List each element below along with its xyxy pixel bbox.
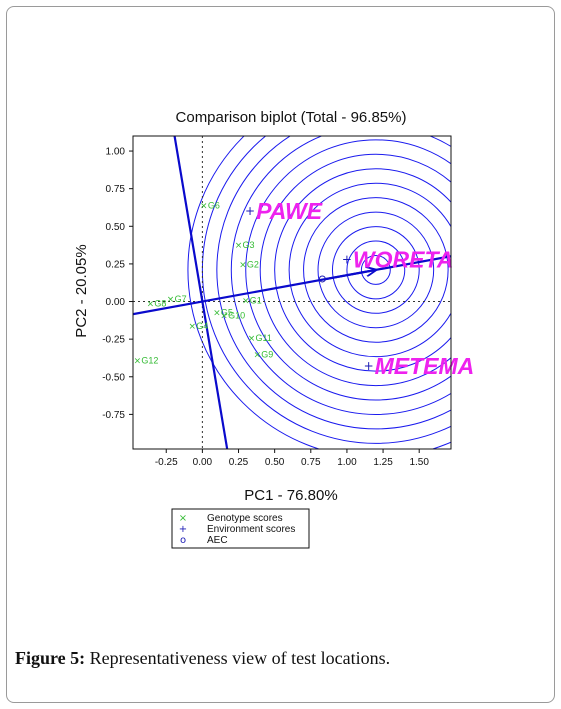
figure-frame: [6, 6, 555, 703]
y-tick-label: 0.00: [106, 297, 126, 308]
concentric-circle: [274, 168, 451, 372]
concentric-circle: [245, 139, 451, 401]
environment-marker: +: [342, 252, 352, 266]
environment-marker: +: [364, 359, 374, 373]
x-tick-label: 0.25: [229, 457, 249, 468]
genotype-marker: ×: [134, 357, 142, 367]
genotype-marker: ×: [248, 334, 256, 344]
environment-label: METEMA: [375, 353, 475, 379]
y-tick-label: 1.00: [106, 147, 126, 158]
plot-clipped-layer: × G1× G2× G3× G4× G5× G6× G7× G8× G9× G10× G11× G12+…: [133, 136, 451, 449]
concentric-circle: [303, 197, 449, 343]
legend-label: Genotype scores: [207, 513, 283, 524]
x-tick-label: 0.00: [193, 457, 213, 468]
y-tick-label: 0.25: [106, 259, 126, 270]
environment-label: PAWE: [256, 198, 323, 224]
concentric-circle: [216, 136, 451, 430]
x-tick-label: 1.00: [337, 457, 357, 468]
genotype-marker: ×: [254, 351, 262, 361]
legend-symbol: o: [180, 535, 186, 546]
caption-label: Figure 5:: [15, 648, 86, 668]
environment-marker: +: [245, 204, 255, 218]
genotype-marker: ×: [167, 295, 175, 305]
concentric-circle: [201, 136, 451, 444]
x-tick-label: 0.50: [265, 457, 285, 468]
y-tick-label: 0.75: [106, 184, 126, 195]
genotype-marker: ×: [200, 202, 208, 212]
x-tick-label: -0.25: [155, 457, 178, 468]
genotype-label: G10: [228, 311, 245, 321]
genotype-marker: ×: [235, 241, 243, 251]
genotype-label: G2: [247, 259, 259, 269]
genotype-marker: ×: [242, 297, 250, 307]
concentric-circle: [346, 240, 406, 300]
genotype-label: G12: [141, 356, 158, 366]
axis-ticks: -0.25 0.00 0.25 0.50 0.75 1.00 1.25 1.50 1.00 0.7…: [102, 147, 429, 468]
concentric-circle: [230, 136, 451, 415]
genotype-marker: ×: [213, 309, 221, 319]
genotype-label: G8: [154, 299, 166, 309]
caption-text: Representativeness view of test location…: [89, 648, 391, 668]
plot-area: × G1× G2× G3× G4× G5× G6× G7× G8× G9× G10× G11× G12+…: [132, 135, 475, 450]
legend-box: [171, 508, 310, 549]
x-axis-label: PC1 - 76.80%: [244, 487, 337, 504]
concentric-circle: [317, 211, 435, 329]
concentric-circle: [360, 254, 391, 285]
legend: × Genotype scores + Environment scores o AEC: [171, 508, 310, 549]
legend-label: AEC: [207, 535, 228, 546]
x-tick-label: 1.50: [409, 457, 429, 468]
chart-title: Comparison biplot (Total - 96.85%): [176, 109, 407, 126]
genotype-marker: ×: [188, 322, 196, 332]
x-tick-label: 0.75: [301, 457, 321, 468]
x-tick-label: 1.25: [373, 457, 393, 468]
legend-label: Environment scores: [207, 524, 295, 535]
y-tick-label: 0.50: [106, 222, 126, 233]
plot-border: [132, 135, 452, 450]
aec-point: [318, 275, 326, 283]
genotype-label: G5: [221, 308, 233, 318]
genotype-label: G4: [196, 321, 208, 331]
concentric-circle: [331, 226, 420, 314]
genotype-label: G7: [175, 294, 187, 304]
genotype-label: G6: [208, 201, 220, 211]
genotype-label: G9: [261, 350, 273, 360]
genotype-label: G1: [250, 296, 262, 306]
y-tick-label: -0.25: [102, 335, 125, 346]
aec-ordinate-line: [173, 136, 229, 449]
y-tick-label: -0.75: [102, 410, 125, 421]
genotype-label: G11: [256, 333, 272, 343]
legend-symbol: ×: [179, 513, 187, 524]
concentric-circle: [288, 182, 451, 358]
concentric-circle: [259, 153, 451, 387]
y-axis-label: PC2 - 20.05%: [73, 244, 90, 337]
aec-abscissa-line: [133, 255, 451, 316]
genotype-marker: ×: [220, 312, 228, 322]
aec-arrow: [325, 270, 376, 281]
figure-caption: Figure 5: Representativeness view of tes…: [15, 648, 390, 669]
y-tick-label: -0.50: [102, 372, 125, 383]
legend-symbol: +: [179, 524, 187, 535]
genotype-marker: ×: [147, 300, 155, 310]
environment-label: WORETA: [353, 246, 454, 272]
genotype-marker: ×: [239, 260, 247, 270]
concentric-circle: [187, 136, 451, 449]
genotype-label: G3: [243, 240, 255, 250]
